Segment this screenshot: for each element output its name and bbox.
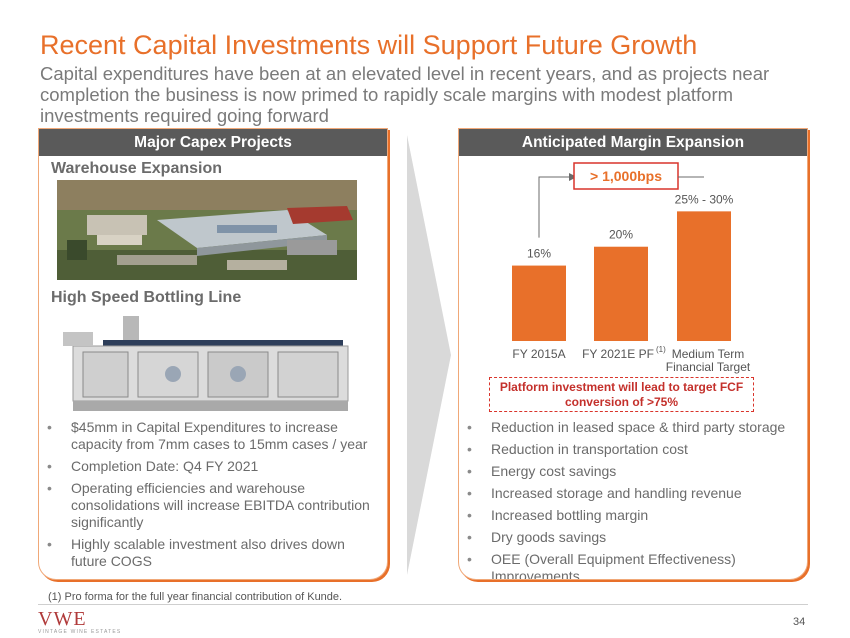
chevron-right-arrow (405, 135, 453, 580)
bottling-line-heading: High Speed Bottling Line (51, 289, 242, 306)
warehouse-photo (57, 180, 357, 280)
bar (677, 211, 731, 341)
logo-text: VWE (38, 608, 87, 630)
capex-bullet-list: $45mm in Capital Expenditures to increas… (39, 419, 384, 575)
footnote: (1) Pro forma for the full year financia… (48, 591, 343, 603)
list-item: Dry goods savings (459, 529, 807, 546)
page-number: 34 (793, 616, 806, 628)
list-item: OEE (Overall Equipment Effectiveness) Im… (459, 551, 807, 579)
list-item: Energy cost savings (459, 463, 807, 480)
list-item: Increased bottling margin (459, 507, 807, 524)
data-label: 16% (527, 247, 551, 261)
list-item: Increased storage and handling revenue (459, 485, 807, 502)
warehouse-expansion-heading: Warehouse Expansion (51, 160, 222, 177)
list-item: $45mm in Capital Expenditures to increas… (39, 419, 384, 453)
x-tick-label: FY 2021E PF (582, 347, 654, 361)
list-item: Reduction in transportation cost (459, 441, 807, 458)
list-item: Completion Date: Q4 FY 2021 (39, 458, 384, 475)
page-subtitle: Capital expenditures have been at an ele… (40, 63, 770, 126)
list-item: Reduction in leased space & third party … (459, 419, 807, 436)
vwe-logo: VWE VINTAGE WINE ESTATES (38, 608, 121, 635)
bottling-line-photo (63, 312, 353, 416)
page-title: Recent Capital Investments will Support … (40, 30, 698, 60)
x-tick-superscript: (1) (656, 345, 666, 354)
bar (512, 265, 566, 341)
platform-investment-note: Platform investment will lead to target … (489, 377, 754, 412)
logo-subtext: VINTAGE WINE ESTATES (38, 629, 122, 635)
callout-text: > 1,000bps (590, 168, 662, 184)
list-item: Highly scalable investment also drives d… (39, 536, 384, 570)
list-item: Operating efficiencies and warehouse con… (39, 480, 384, 531)
capex-projects-panel: Major Capex Projects Warehouse Expansion… (38, 128, 388, 580)
margin-bullet-list: Reduction in leased space & third party … (459, 419, 807, 579)
callout-box (573, 162, 679, 190)
margin-expansion-panel: Anticipated Margin Expansion 16% 20% 25% -… (458, 128, 808, 580)
data-label: 25% - 30% (675, 192, 734, 206)
x-tick-label: Medium Term (672, 347, 744, 361)
x-tick-label: FY 2015A (512, 347, 565, 361)
bar (594, 246, 648, 341)
divider (38, 604, 808, 605)
bracket-line (538, 176, 569, 238)
capex-panel-header: Major Capex Projects (39, 129, 387, 156)
margin-panel-header: Anticipated Margin Expansion (459, 129, 807, 156)
arrowhead-icon (569, 173, 577, 181)
margin-bar-chart: 16% 20% 25% - 30% FY 2015A FY 2021E PF (1) Med… (512, 162, 751, 374)
x-tick-label: Financial Target (666, 360, 751, 374)
data-label: 20% (609, 228, 633, 242)
